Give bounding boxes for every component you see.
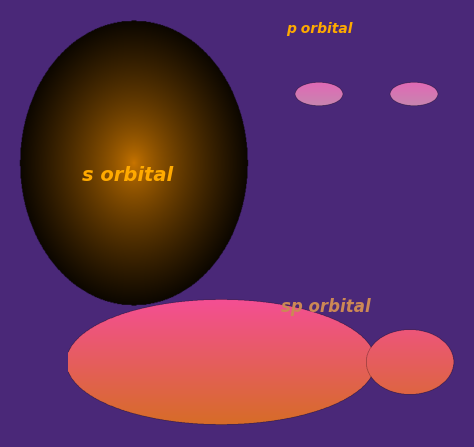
Text: sp orbital: sp orbital (281, 298, 371, 316)
Text: p orbital: p orbital (286, 22, 353, 36)
Text: s orbital: s orbital (82, 166, 173, 185)
